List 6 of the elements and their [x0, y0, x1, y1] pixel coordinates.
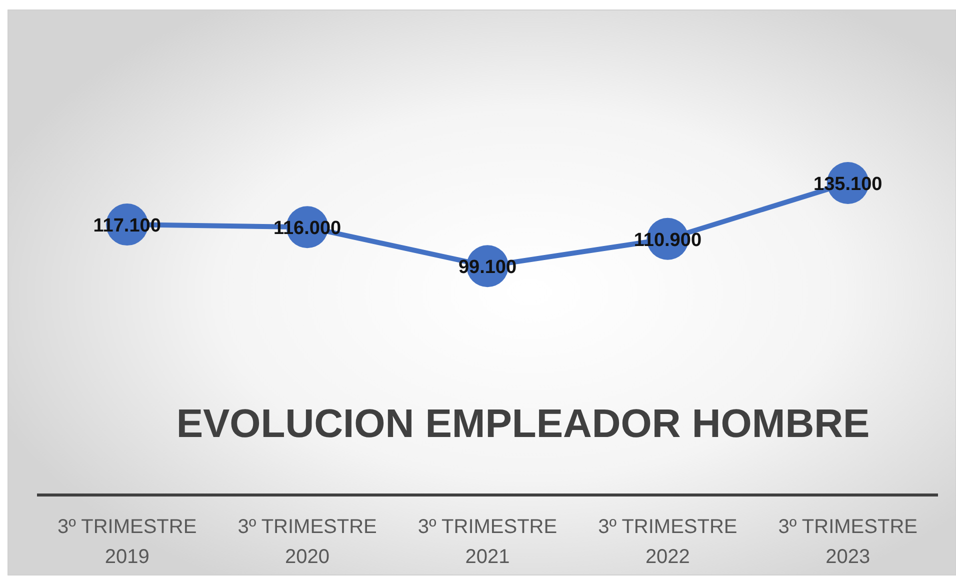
- x-tick-label: 3º TRIMESTRE 2020: [238, 516, 377, 568]
- x-tick-label: 3º TRIMESTRE 2023: [778, 516, 918, 568]
- text: EVOLUCION EMPLEADOR HOMBRE: [176, 402, 870, 446]
- x-tick-label: 3º TRIMESTRE 2019: [58, 516, 197, 568]
- x-tick-label: 3º TRIMESTRE 2022: [598, 516, 738, 568]
- x-tick-label: 3º TRIMESTRE 2021: [418, 516, 558, 568]
